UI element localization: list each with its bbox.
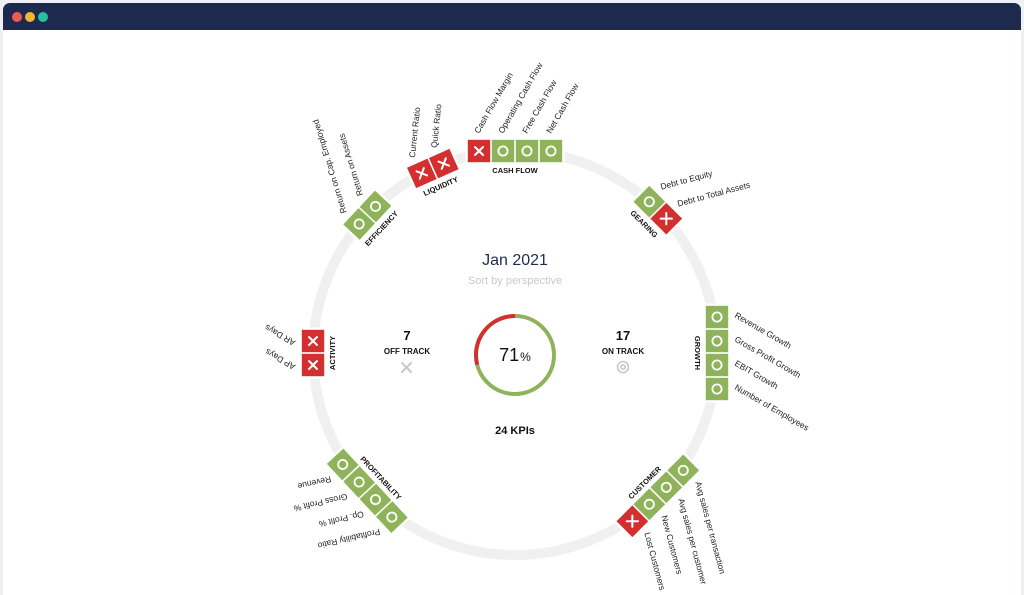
- kpi-label-return-on-cap-employed[interactable]: Return on Cap. Employed: [310, 118, 348, 215]
- on-track-label: ON TRACK: [602, 347, 644, 356]
- kpi-label-ap-days[interactable]: AP Days: [263, 347, 297, 372]
- on-track-circle-icon: [643, 498, 655, 510]
- on-track-circle-icon: [643, 196, 655, 208]
- kpi-label-op-profit[interactable]: Op. Profit %: [318, 509, 365, 529]
- off-track-cross-icon: [308, 360, 318, 370]
- off-track-count: 7: [403, 328, 410, 343]
- kpi-tile-revenue[interactable]: [326, 448, 359, 481]
- on-track-circle-icon: [497, 145, 509, 157]
- off-track-cross-icon: [625, 514, 640, 528]
- period-title: Jan 2021: [482, 252, 548, 269]
- kpi-label-lost-customers[interactable]: Lost Customers: [642, 531, 667, 591]
- kpi-label-quick-ratio[interactable]: Quick Ratio: [429, 103, 444, 148]
- kpi-tile-op-profit[interactable]: [359, 483, 392, 516]
- off-track-cross-icon: [437, 157, 451, 170]
- kpi-tile-avg-sales-per-transaction[interactable]: [667, 454, 700, 487]
- minimize-window-dot[interactable]: [25, 12, 35, 22]
- perspective-label: GROWTH: [693, 336, 702, 370]
- close-window-dot[interactable]: [12, 12, 22, 22]
- kpi-tile-profitability-ratio[interactable]: [376, 501, 408, 533]
- on-track-circle-icon: [711, 383, 723, 395]
- kpi-tile-return-on-assets[interactable]: [359, 190, 392, 223]
- kpi-tile-gross-profit[interactable]: [343, 466, 375, 498]
- on-track-circle-icon: [386, 511, 398, 523]
- off-track-cross-icon: [474, 146, 484, 156]
- on-track-circle-icon: [660, 481, 672, 493]
- kpi-label-gross-profit[interactable]: Gross Profit %: [292, 492, 348, 514]
- kpi-tile-revenue-growth[interactable]: [705, 305, 729, 329]
- kpi-label-new-customers[interactable]: New Customers: [659, 514, 684, 575]
- on-track-circle-icon: [545, 145, 557, 157]
- kpi-tile-return-on-cap-employed[interactable]: [343, 208, 375, 240]
- off-track-cross-icon: [415, 167, 429, 180]
- perspective-label: ACTIVITY: [328, 336, 337, 370]
- kpi-tile-current-ratio[interactable]: [407, 158, 437, 189]
- off-track-label: OFF TRACK: [384, 347, 430, 356]
- on-track-circle-icon: [711, 335, 723, 347]
- app-window: Jan 2021 Sort by perspective 7 OFF TRACK…: [3, 3, 1021, 595]
- kpi-tile-ar-days[interactable]: [301, 329, 325, 353]
- progress-ring-off-segment: [474, 313, 556, 396]
- window-titlebar: [3, 3, 1021, 30]
- maximize-window-dot[interactable]: [38, 12, 48, 22]
- on-track-circle-icon: [711, 359, 723, 371]
- kpi-label-profitability-ratio[interactable]: Profitability Ratio: [317, 527, 382, 551]
- kpi-tile-ap-days[interactable]: [301, 353, 325, 377]
- sort-by-perspective-link[interactable]: Sort by perspective: [468, 275, 562, 287]
- on-track-count: 17: [616, 328, 630, 343]
- progress-percent-sign: %: [520, 350, 531, 364]
- kpi-tile-ebit-growth[interactable]: [705, 353, 729, 377]
- kpi-tile-free-cash-flow[interactable]: [515, 139, 539, 163]
- kpi-label-ar-days[interactable]: AR Days: [263, 322, 297, 347]
- kpi-total: 24 KPIs: [495, 425, 535, 437]
- kpi-tile-quick-ratio[interactable]: [428, 148, 459, 179]
- kpi-tile-operating-cash-flow[interactable]: [491, 139, 515, 163]
- kpi-wheel: Jan 2021 Sort by perspective 7 OFF TRACK…: [263, 60, 811, 591]
- kpi-tile-gross-profit-growth[interactable]: [705, 329, 729, 353]
- perspective-label: CASH FLOW: [492, 166, 538, 175]
- off-track-icon[interactable]: [401, 362, 412, 373]
- on-track-circle-icon: [369, 200, 381, 212]
- kpi-tile-number-of-employees[interactable]: [705, 377, 729, 401]
- on-track-circle-icon: [677, 464, 689, 476]
- kpi-label-number-of-employees[interactable]: Number of Employees: [733, 382, 811, 433]
- kpi-label-revenue[interactable]: Revenue: [296, 474, 332, 491]
- on-track-circle-icon: [353, 476, 365, 488]
- kpi-tile-cash-flow-margin[interactable]: [467, 139, 491, 163]
- kpi-label-current-ratio[interactable]: Current Ratio: [407, 106, 422, 158]
- off-track-cross-icon: [308, 336, 318, 346]
- on-track-circle-icon: [521, 145, 533, 157]
- on-track-icon[interactable]: [616, 360, 630, 374]
- kpi-tile-net-cash-flow[interactable]: [539, 139, 563, 163]
- on-track-circle-icon: [353, 218, 365, 230]
- on-track-circle-icon: [369, 494, 381, 506]
- kpi-tile-lost-customers[interactable]: [616, 505, 649, 538]
- off-track-cross-icon: [659, 212, 673, 226]
- progress-percent-value: 71: [499, 345, 519, 365]
- on-track-circle-icon: [711, 311, 723, 323]
- on-track-circle-icon: [337, 458, 349, 470]
- progress-percent: 71%: [499, 345, 531, 365]
- kpi-label-debt-to-equity[interactable]: Debt to Equity: [659, 168, 714, 192]
